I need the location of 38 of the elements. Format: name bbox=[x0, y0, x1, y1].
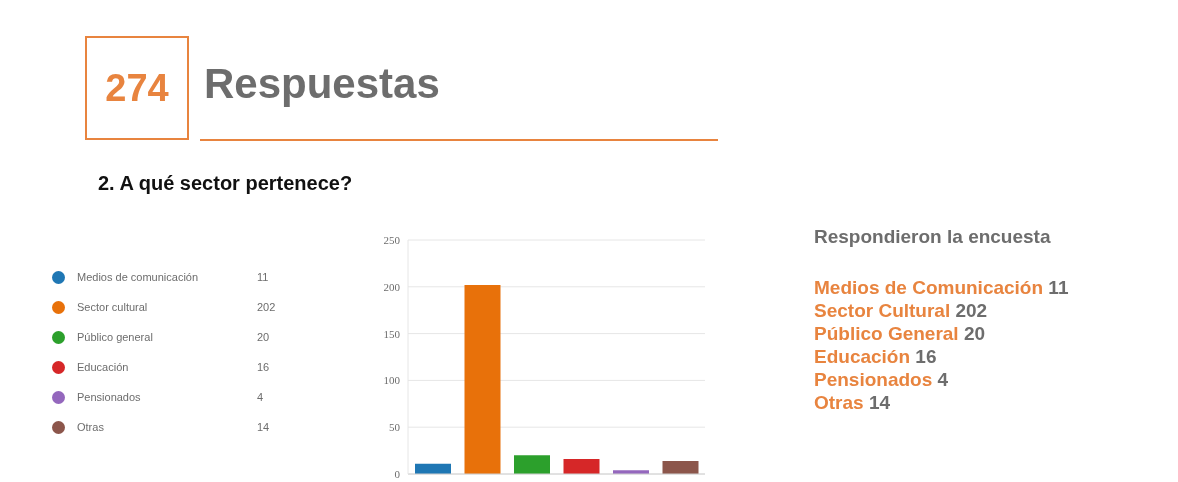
y-tick-label: 200 bbox=[383, 280, 401, 293]
text: Respondieron la encuesta bbox=[814, 226, 1052, 248]
y-tick-label: 250 bbox=[383, 233, 401, 246]
category-label: Educación bbox=[77, 361, 130, 373]
data-label: 16 bbox=[914, 346, 937, 367]
bar bbox=[563, 459, 600, 474]
data-label: 202 bbox=[257, 301, 276, 313]
category-label: Otras bbox=[814, 392, 864, 413]
category-label: Público general bbox=[77, 331, 154, 343]
data-label: 20 bbox=[962, 323, 986, 344]
category-label: Otras bbox=[77, 421, 105, 433]
category-label: Sector Cultural bbox=[814, 300, 951, 321]
category-label: Pensionados bbox=[814, 369, 933, 390]
data-label: 202 bbox=[954, 300, 988, 321]
data-label: 20 bbox=[257, 331, 270, 343]
data-label: 11 bbox=[257, 271, 269, 283]
category-label: Educación bbox=[814, 346, 911, 367]
text: Respuestas bbox=[204, 60, 440, 108]
data-label: 14 bbox=[867, 392, 891, 413]
bar bbox=[464, 284, 501, 474]
category-label: Público General bbox=[814, 323, 959, 344]
data-label: 4 bbox=[257, 391, 264, 403]
data-label: 16 bbox=[257, 361, 270, 373]
category-label: Medios de comunicación bbox=[77, 271, 200, 283]
y-tick-label: 100 bbox=[383, 374, 401, 387]
bar bbox=[514, 455, 550, 474]
text: 274 bbox=[85, 36, 189, 140]
category-label: Medios de Comunicación bbox=[814, 277, 1044, 298]
data-label: 4 bbox=[936, 369, 949, 390]
bar bbox=[662, 460, 699, 474]
y-tick-label: 0 bbox=[394, 467, 401, 480]
data-label: 11 bbox=[1047, 277, 1069, 298]
y-tick-label: 150 bbox=[383, 327, 401, 340]
category-label: Pensionados bbox=[77, 391, 142, 403]
data-label: 14 bbox=[257, 421, 270, 433]
text: 2. A qué sector pertenece? bbox=[98, 172, 353, 195]
y-tick-label: 50 bbox=[389, 421, 401, 434]
category-label: Sector cultural bbox=[77, 301, 149, 313]
